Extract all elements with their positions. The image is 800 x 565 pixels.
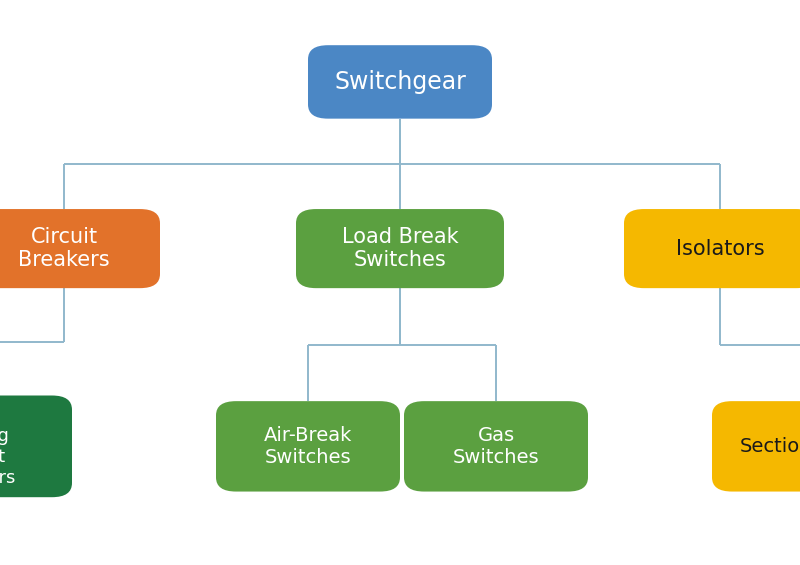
FancyBboxPatch shape <box>296 209 504 288</box>
Text: Auto
Closing
Circuit
Breakers: Auto Closing Circuit Breakers <box>0 406 16 486</box>
Text: Load Break
Switches: Load Break Switches <box>342 227 458 270</box>
Text: Switchgear: Switchgear <box>334 70 466 94</box>
FancyBboxPatch shape <box>624 209 800 288</box>
FancyBboxPatch shape <box>712 401 800 492</box>
Text: Circuit
Breakers: Circuit Breakers <box>18 227 110 270</box>
FancyBboxPatch shape <box>404 401 588 492</box>
FancyBboxPatch shape <box>308 45 492 119</box>
FancyBboxPatch shape <box>0 209 160 288</box>
Text: Isolators: Isolators <box>676 238 764 259</box>
FancyBboxPatch shape <box>0 396 72 497</box>
FancyBboxPatch shape <box>216 401 400 492</box>
Text: Sectionalizers: Sectionalizers <box>740 437 800 456</box>
Text: Gas
Switches: Gas Switches <box>453 426 539 467</box>
Text: Air-Break
Switches: Air-Break Switches <box>264 426 352 467</box>
